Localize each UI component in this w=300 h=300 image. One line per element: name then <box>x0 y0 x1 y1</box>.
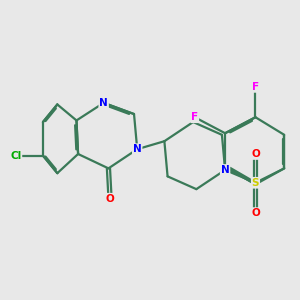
Text: N: N <box>99 98 108 108</box>
Text: O: O <box>106 194 114 204</box>
Text: Cl: Cl <box>10 151 21 160</box>
Text: F: F <box>252 82 259 92</box>
Text: N: N <box>133 144 142 154</box>
Text: S: S <box>252 178 259 188</box>
Text: O: O <box>251 208 260 218</box>
Text: O: O <box>251 149 260 159</box>
Text: F: F <box>191 112 198 122</box>
Text: N: N <box>221 165 230 175</box>
